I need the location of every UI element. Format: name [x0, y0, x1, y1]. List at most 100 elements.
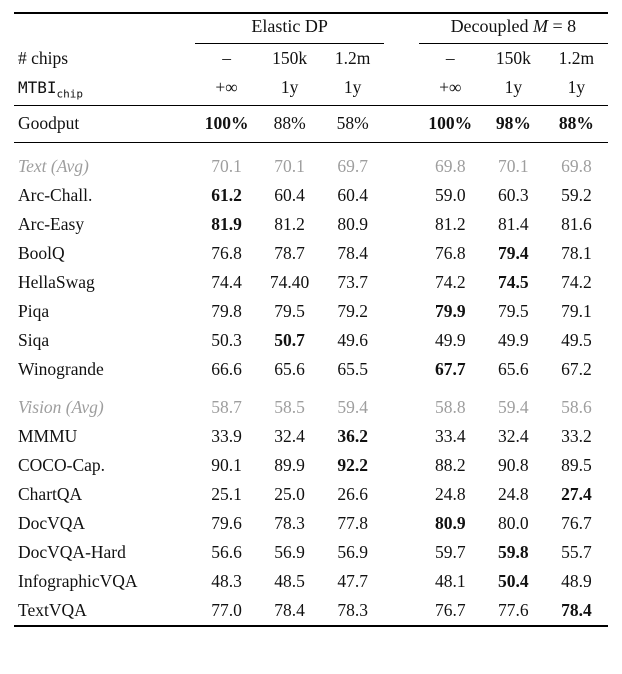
- row-label: Winogrande: [18, 358, 104, 379]
- chips-header-row: # chips – 150k 1.2m – 150k 1.2m: [14, 44, 608, 74]
- chips-label: # chips: [18, 48, 69, 68]
- value-cell: 69.7: [337, 155, 368, 176]
- value-cell: 81.6: [561, 213, 592, 234]
- row-label: MMMU: [18, 425, 78, 446]
- row-label: InfographicVQA: [18, 570, 138, 591]
- column-gap: [384, 480, 419, 509]
- value-cell: 69.8: [434, 155, 466, 176]
- value-cell: 79.5: [274, 300, 305, 321]
- mtbi-label-main: MTBI: [18, 78, 57, 97]
- value-cell: 59.4: [337, 396, 368, 417]
- goodput-row: Goodput 100% 88% 58% 100% 98% 88%: [14, 105, 608, 143]
- value-cell: 49.6: [337, 329, 368, 350]
- column-gap: [384, 297, 419, 326]
- group-gap: [384, 13, 419, 44]
- value-cell: 78.7: [274, 242, 305, 263]
- mtbi-value: 1y: [544, 73, 608, 106]
- value-cell: 78.3: [337, 599, 368, 620]
- row-piqa: Piqa 79.8 79.5 79.2 79.9 79.5 79.1: [14, 297, 608, 326]
- value-cell: 80.9: [434, 512, 466, 533]
- value-cell: 59.0: [434, 184, 466, 205]
- group-elastic-dp-label: Elastic DP: [251, 16, 328, 36]
- column-gap: [384, 239, 419, 268]
- row-arc-chall: Arc-Chall. 61.2 60.4 60.4 59.0 60.3 59.2: [14, 181, 608, 210]
- value-cell: 32.4: [498, 425, 529, 446]
- value-cell: 24.8: [434, 483, 466, 504]
- value-cell: 56.9: [274, 541, 305, 562]
- value-cell: 79.8: [211, 300, 242, 321]
- column-gap: [384, 567, 419, 596]
- value-cell: 66.6: [211, 358, 242, 379]
- row-hellaswag: HellaSwag 74.4 74.40 73.7 74.2 74.5 74.2: [14, 268, 608, 297]
- value-cell: 58.5: [274, 396, 305, 417]
- row-label: Arc-Easy: [18, 213, 85, 234]
- value-cell: 65.5: [337, 358, 368, 379]
- value-cell: 89.9: [274, 454, 305, 475]
- value-cell: 77.0: [211, 599, 242, 620]
- row-infographicvqa: InfographicVQA 48.3 48.5 47.7 48.1 50.4 48.9: [14, 567, 608, 596]
- value-cell: 50.4: [498, 570, 529, 591]
- value-cell: 59.2: [561, 184, 592, 205]
- column-gap: [384, 355, 419, 384]
- chips-value: –: [445, 48, 455, 68]
- value-cell: 33.2: [561, 425, 592, 446]
- value-cell: 78.1: [561, 242, 592, 263]
- column-gap: [384, 422, 419, 451]
- mtbi-value: +∞: [418, 73, 482, 106]
- value-cell: 100%: [418, 105, 482, 143]
- row-label: Vision (Avg): [18, 396, 104, 417]
- row-label: Goodput: [14, 105, 196, 143]
- mtbi-value: +∞: [195, 73, 259, 106]
- group-decoupled-mathvar: M: [533, 16, 549, 36]
- row-label: Siqa: [18, 329, 50, 350]
- value-cell: 58.6: [561, 396, 592, 417]
- value-cell: 49.5: [561, 329, 592, 350]
- row-label: Piqa: [18, 300, 50, 321]
- value-cell: 58%: [321, 105, 385, 143]
- value-cell: 74.2: [434, 271, 466, 292]
- value-cell: 76.7: [561, 512, 592, 533]
- value-cell: 90.1: [211, 454, 242, 475]
- value-cell: 26.6: [337, 483, 368, 504]
- row-textvqa: TextVQA 77.0 78.4 78.3 76.7 77.6 78.4: [14, 596, 608, 626]
- value-cell: 61.2: [211, 184, 242, 205]
- value-cell: 50.7: [274, 329, 305, 350]
- value-cell: 70.1: [274, 155, 305, 176]
- value-cell: 55.7: [561, 541, 592, 562]
- value-cell: 73.7: [337, 271, 368, 292]
- row-label: Arc-Chall.: [18, 184, 93, 205]
- column-gap: [384, 509, 419, 538]
- value-cell: 88%: [258, 105, 322, 143]
- value-cell: 24.8: [498, 483, 529, 504]
- row-docvqa-hard: DocVQA-Hard 56.6 56.9 56.9 59.7 59.8 55.7: [14, 538, 608, 567]
- value-cell: 76.8: [211, 242, 242, 263]
- value-cell: 48.9: [561, 570, 592, 591]
- row-label: TextVQA: [18, 599, 87, 620]
- value-cell: 79.9: [434, 300, 466, 321]
- value-cell: 78.4: [561, 599, 592, 620]
- column-gap: [384, 596, 419, 626]
- value-cell: 32.4: [274, 425, 305, 446]
- value-cell: 76.8: [434, 242, 466, 263]
- mtbi-label-subscript: chip: [56, 87, 84, 101]
- value-cell: 89.5: [561, 454, 592, 475]
- value-cell: 69.8: [561, 155, 592, 176]
- value-cell: 90.8: [498, 454, 529, 475]
- value-cell: 59.7: [434, 541, 466, 562]
- group-decoupled-prefix: Decoupled: [450, 16, 534, 36]
- value-cell: 70.1: [211, 155, 242, 176]
- value-cell: 49.9: [434, 329, 466, 350]
- value-cell: 49.9: [498, 329, 529, 350]
- row-siqa: Siqa 50.3 50.7 49.6 49.9 49.9 49.5: [14, 326, 608, 355]
- value-cell: 58.7: [211, 396, 242, 417]
- value-cell: 47.7: [337, 570, 368, 591]
- mtbi-header-row: MTBIchip +∞ 1y 1y +∞ 1y 1y: [14, 73, 608, 106]
- value-cell: 70.1: [498, 155, 529, 176]
- mtbi-value: 1y: [258, 73, 322, 106]
- value-cell: 25.0: [274, 483, 305, 504]
- value-cell: 79.4: [498, 242, 529, 263]
- value-cell: 80.0: [498, 512, 529, 533]
- value-cell: 88%: [544, 105, 608, 143]
- column-gap: [384, 268, 419, 297]
